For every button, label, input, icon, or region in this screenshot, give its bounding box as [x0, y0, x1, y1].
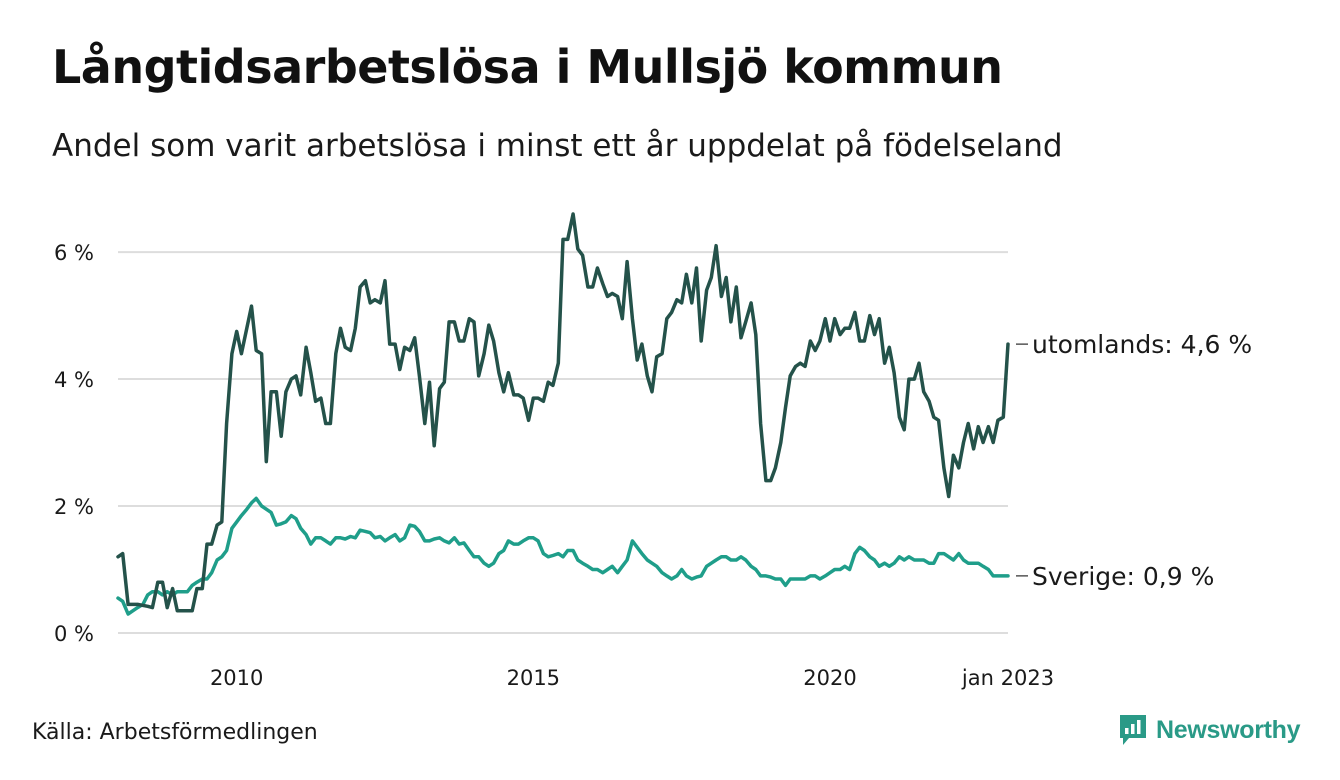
x-tick-label: jan 2023	[961, 666, 1054, 690]
end-label-utomlands: utomlands: 4,6 %	[1032, 330, 1252, 359]
series-end-labels: Sverige: 0,9 % utomlands: 4,6 %	[1016, 330, 1252, 591]
source-note: Källa: Arbetsförmedlingen	[32, 720, 318, 745]
y-tick-label: 6 %	[54, 241, 94, 265]
newsworthy-brand: Newsworthy	[1118, 713, 1301, 747]
y-axis-ticks: 0 % 2 % 4 % 6 %	[54, 241, 94, 646]
x-tick-label: 2020	[803, 666, 856, 690]
x-axis-ticks: 2010 2015 2020 jan 2023	[210, 666, 1054, 690]
y-tick-label: 4 %	[54, 368, 94, 392]
series-line-utomlands	[116, 212, 1010, 613]
brand-name: Newsworthy	[1156, 715, 1301, 744]
end-label-sverige: Sverige: 0,9 %	[1032, 562, 1214, 591]
series-line-sverige	[116, 496, 1010, 616]
series-lines	[116, 212, 1010, 616]
y-tick-label: 2 %	[54, 495, 94, 519]
chart-subtitle: Andel som varit arbetslösa i minst ett å…	[52, 128, 1063, 164]
chart-title: Långtidsarbetslösa i Mullsjö kommun	[52, 40, 1003, 94]
x-tick-label: 2015	[507, 666, 560, 690]
y-tick-label: 0 %	[54, 622, 94, 646]
newsworthy-logo-icon	[1120, 715, 1146, 745]
x-tick-label: 2010	[210, 666, 263, 690]
